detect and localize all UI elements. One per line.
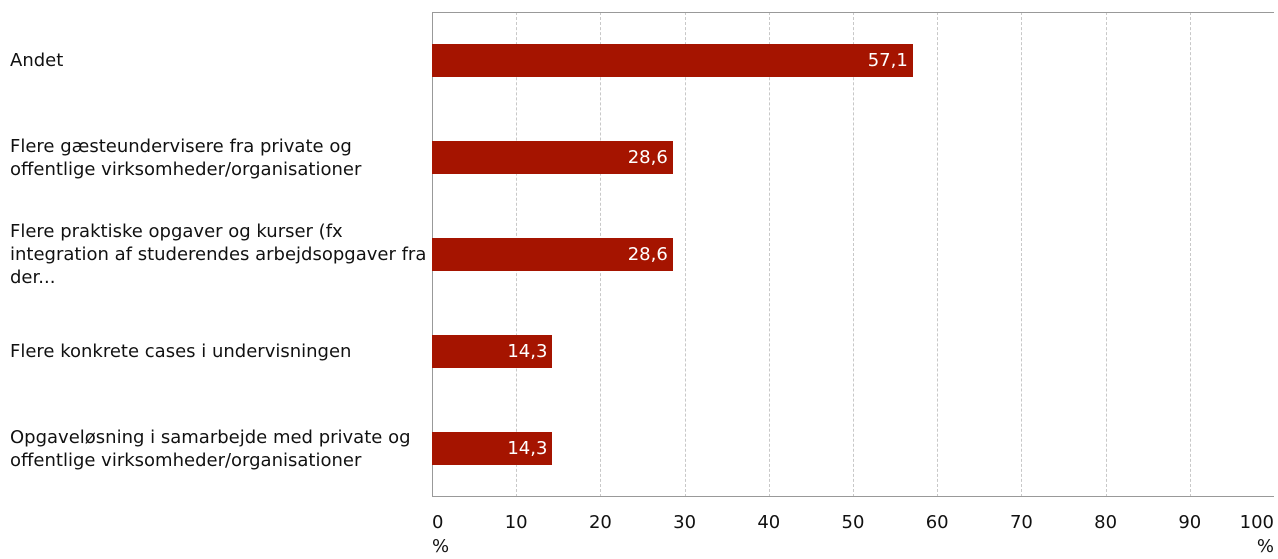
category-label: Flere praktiske opgaver og kurser (fx in… [10,221,427,288]
bar [432,238,673,271]
x-tick-label: 50 [841,512,865,533]
grid-line [1189,12,1191,497]
x-tick-label: 100 % [1239,512,1274,557]
x-tick-label: 90 [1178,512,1202,533]
value-label: 28,6 [627,244,668,265]
x-tick-label: 70 [1009,512,1033,533]
category-label: Andet [10,50,64,71]
grid-line [853,12,854,497]
category-label: Flere gæsteundervisere fra private og of… [10,135,362,180]
category-label: Flere konkrete cases i undervisningen [10,341,352,362]
x-tick-label: 60 [925,512,949,533]
grid-line [937,12,939,497]
grid-line [684,12,686,497]
grid-line [1021,12,1023,497]
grid-line [768,12,770,497]
value-label: 14,3 [507,438,548,459]
x-tick-label: 40 [757,512,781,533]
x-tick-label: 0 % [432,512,450,557]
value-label: 14,3 [507,341,548,362]
x-tick-label: 10 [504,512,528,533]
x-tick-label: 20 [588,512,612,533]
x-tick-label: 80 [1094,512,1118,533]
bar [432,141,673,174]
bar [432,44,913,77]
grid-line [1105,12,1107,497]
x-tick-label: 30 [673,512,697,533]
value-label: 28,6 [627,147,668,168]
bar [432,432,553,465]
bar [432,335,553,368]
value-label: 57,1 [867,50,908,71]
category-label: Opgaveløsning i samarbejde med private o… [10,426,411,471]
